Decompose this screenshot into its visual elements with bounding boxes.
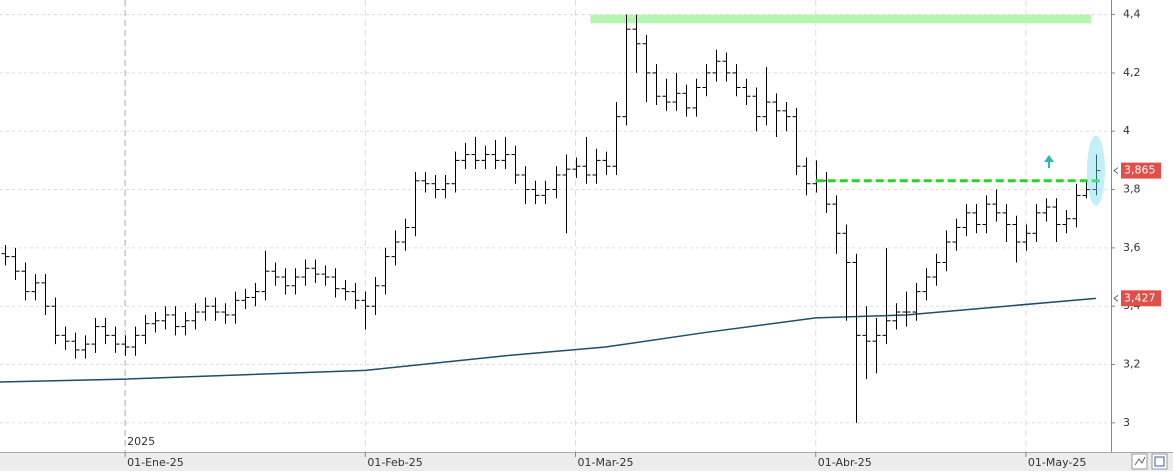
price-marker-pointer [1113, 294, 1119, 302]
year-label: 2025 [127, 435, 155, 448]
x-tick-label: 01-Abr-25 [818, 456, 872, 469]
price-marker [1121, 290, 1161, 307]
moving-average-line [0, 297, 1097, 383]
price-marker [1121, 162, 1161, 179]
x-tick-label: 01-Feb-25 [367, 456, 422, 469]
y-tick-label: 3 [1123, 416, 1130, 429]
y-tick-label: 3,8 [1123, 183, 1141, 196]
y-tick-label: 4,2 [1123, 66, 1141, 79]
zoom-icon [1134, 456, 1146, 466]
toolbar [1131, 453, 1168, 470]
price-marker-label: 3,865 [1124, 164, 1156, 177]
y-tick-label: 4,4 [1123, 8, 1141, 21]
y-tick-label: 4 [1123, 124, 1130, 137]
x-axis-band [0, 452, 1173, 471]
x-tick-label: 01-Ene-25 [127, 456, 184, 469]
y-tick-label: 3,2 [1123, 358, 1141, 371]
price-marker-pointer [1113, 167, 1119, 174]
y-tick-label: 3,6 [1123, 241, 1141, 254]
zoom-button[interactable] [1131, 453, 1148, 470]
resistance-zone [590, 14, 1091, 24]
grid: 33,23,43,63,844,24,401-Ene-2501-Feb-2501… [0, 0, 1141, 469]
marks: 3,865 3,427 [0, 14, 1161, 423]
price-marker-label: 3,427 [1124, 291, 1156, 304]
highlight-ellipse [1086, 135, 1105, 206]
save-icon [1154, 456, 1165, 467]
x-tick-label: 01-Mar-25 [578, 456, 634, 469]
save-button[interactable] [1151, 453, 1168, 470]
x-tick-label: 01-May-25 [1028, 456, 1086, 469]
up-arrow [1044, 155, 1054, 168]
